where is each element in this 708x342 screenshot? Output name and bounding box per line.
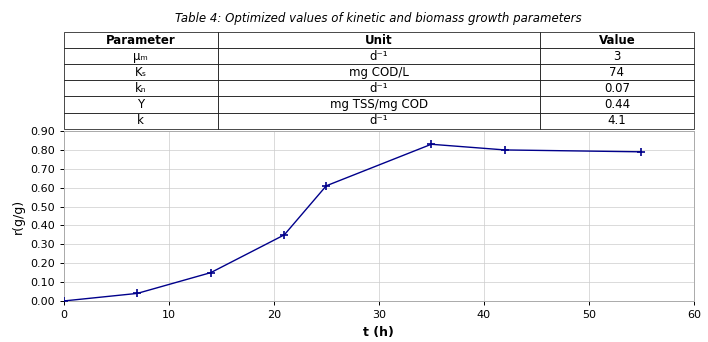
X-axis label: t (h): t (h) [363, 326, 394, 339]
Y-axis label: r(g/g): r(g/g) [11, 198, 24, 234]
Text: Table 4: Optimized values of kinetic and biomass growth parameters: Table 4: Optimized values of kinetic and… [176, 12, 582, 25]
